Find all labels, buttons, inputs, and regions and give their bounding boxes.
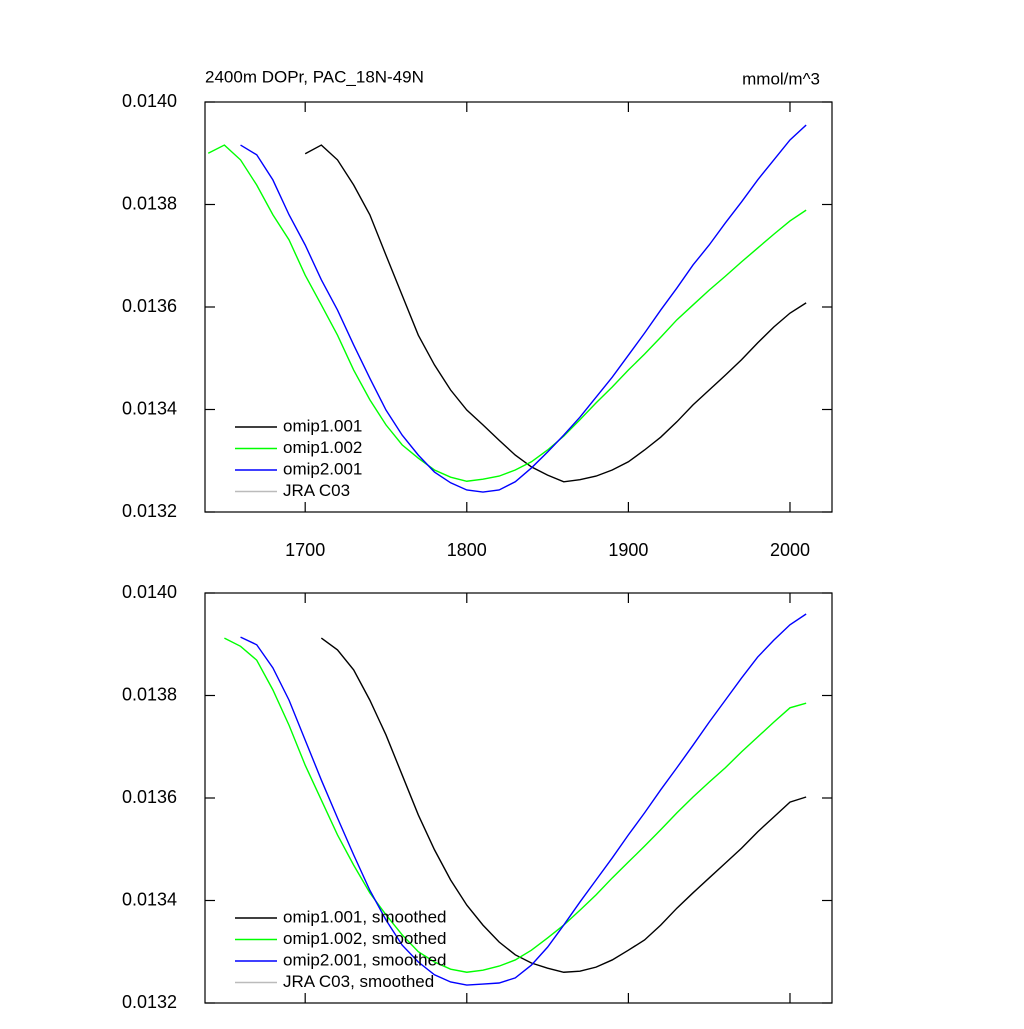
y-tick-label: 0.0132 [122,501,177,521]
y-tick-label: 0.0140 [122,91,177,111]
data-line [320,637,807,973]
y-tick-label: 0.0134 [122,889,177,909]
units-label: mmol/m^3 [742,69,820,88]
data-line [224,637,807,973]
chart-title: 2400m DOPr, PAC_18N-49N [205,67,424,86]
data-line [304,144,807,483]
legend-label: omip1.001 [283,416,362,435]
legend-label: omip2.001, smoothed [283,950,447,969]
data-line [207,144,807,482]
legend-label: omip1.002, smoothed [283,929,447,948]
legend-label: omip1.001, smoothed [283,907,447,926]
x-tick-label: 1900 [608,540,648,560]
data-line [240,124,807,493]
data-line [240,613,807,986]
x-tick-label: 2000 [770,540,810,560]
legend-label: omip2.001 [283,459,362,478]
y-tick-label: 0.0134 [122,398,177,418]
x-tick-label: 1700 [285,540,325,560]
y-tick-label: 0.0140 [122,582,177,602]
x-tick-label: 1800 [447,540,487,560]
y-tick-label: 0.0138 [122,193,177,213]
y-tick-label: 0.0136 [122,787,177,807]
y-tick-label: 0.0136 [122,296,177,316]
legend-label: JRA C03, smoothed [283,972,434,991]
y-tick-label: 0.0132 [122,992,177,1012]
y-tick-label: 0.0138 [122,684,177,704]
legend-label: JRA C03 [283,481,350,500]
legend-label: omip1.002 [283,438,362,457]
